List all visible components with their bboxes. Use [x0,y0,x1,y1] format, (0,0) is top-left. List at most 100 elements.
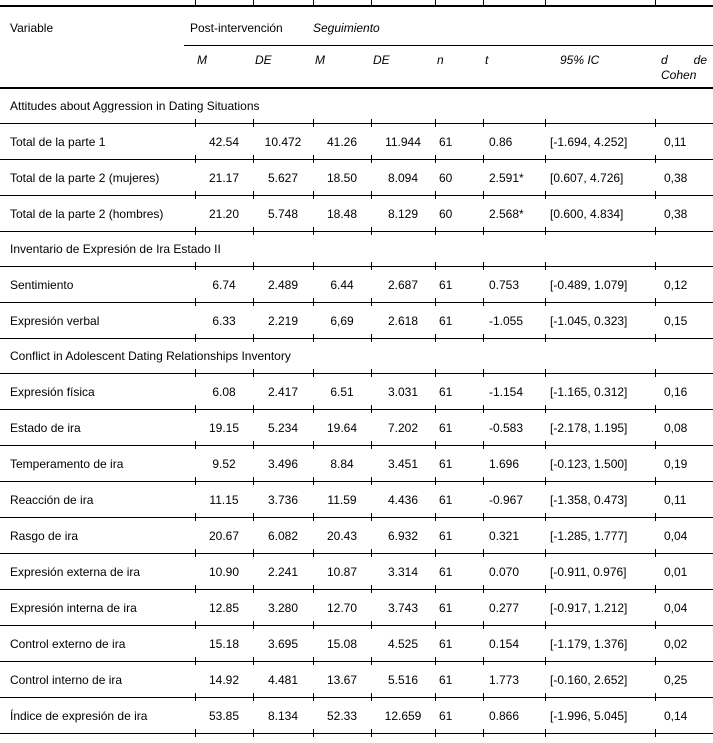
m-seg-cell: 18.50 [326,170,358,185]
column-tick [545,441,546,449]
column-tick [195,334,196,342]
n-cell: 61 [439,134,453,149]
de-seg-cell: 3.031 [387,384,419,399]
column-tick [545,657,546,665]
t-cell: 0.321 [489,528,520,543]
column-tick [195,227,196,235]
variable-cell: Expresión interna de ira [10,600,137,615]
table-row: Temperamento de ira 9.52 3.496 8.84 3.451 61 1… [0,446,713,485]
de-post-cell: 5.234 [267,420,299,435]
column-tick [545,693,546,701]
table-row: Control interno de ira 14.92 4.481 13.67 5.5… [0,662,713,701]
n-cell: 61 [439,456,453,471]
column-tick [371,369,372,377]
column-tick [655,262,656,270]
table-header: Variable Post-intervención Seguimiento M… [0,5,713,89]
column-tick [435,298,436,306]
t-cell: 1.773 [489,672,520,687]
n-cell: 61 [439,313,453,328]
n-cell: 60 [439,206,453,221]
m-seg-cell: 8.84 [330,456,354,471]
table-row: Sentimiento 6.74 2.489 6.44 2.687 61 0.753 [-0.… [0,267,713,306]
m-post-cell: 21.20 [208,206,240,221]
ci-cell: [-0.123, 1.500] [550,456,628,471]
table-body: Attitudes about Aggression in Dating Sit… [0,89,713,737]
column-tick [545,477,546,485]
t-cell: -1.055 [489,313,524,328]
de-post-cell: 6.082 [267,528,299,543]
m-seg-cell: 41.26 [326,134,358,149]
column-tick [253,369,254,377]
column-tick [545,369,546,377]
table-row: Expresión verbal 6.33 2.219 6,69 2.618 61 -1.0… [0,303,713,342]
column-tick [545,405,546,413]
t-header: t [485,53,489,67]
column-tick [545,585,546,593]
column-tick [371,549,372,557]
column-tick [655,477,656,485]
column-tick [545,155,546,163]
column-tick [253,513,254,521]
ci-cell: [0.600, 4.834] [550,206,624,221]
t-cell: 0.86 [489,134,513,149]
n-cell: 61 [439,672,453,687]
variable-cell: Control externo de ira [10,636,126,651]
column-tick [195,441,196,449]
column-tick [195,298,196,306]
column-tick [483,693,484,701]
column-tick [545,262,546,270]
column-tick [371,334,372,342]
ci-header: 95% IC [560,53,600,67]
m-seg-cell: 11.59 [327,492,357,507]
column-tick [435,621,436,629]
column-tick [435,0,436,5]
m-post-cell: 20.67 [208,528,240,543]
t-cell: 0.753 [489,277,520,292]
m-post-cell: 9.52 [212,456,236,471]
column-tick [655,119,656,127]
de-post-cell: 3.695 [267,636,299,651]
de-seg-cell: 8.094 [387,170,419,185]
column-tick [371,298,372,306]
m-post-cell: 6.74 [212,277,236,292]
cohen-d-cell: 0,38 [664,206,688,221]
column-tick [483,334,484,342]
column-tick [195,621,196,629]
column-tick [435,369,436,377]
column-tick [195,0,196,5]
table-row: Expresión externa de ira 10.90 2.241 10.87 3… [0,554,713,593]
column-tick [655,549,656,557]
cohen-d-cell: 0,16 [664,384,688,399]
cohen-d-cell: 0,38 [664,170,688,185]
column-tick [371,191,372,199]
ci-cell: [0.607, 4.726] [550,170,624,185]
column-tick [655,585,656,593]
ci-cell: [-2.178, 1.195] [550,420,628,435]
header-stat-row: M DE M DE n t 95% IC d de Cohen [0,46,713,89]
column-tick [483,513,484,521]
column-tick [483,441,484,449]
column-tick [435,334,436,342]
de-post-cell: 2.219 [267,313,299,328]
column-tick [253,441,254,449]
column-tick [313,477,314,485]
column-tick [313,549,314,557]
column-tick [483,0,484,5]
column-tick [435,441,436,449]
de-post-cell: 2.417 [267,384,299,399]
variable-cell: Sentimiento [10,277,74,292]
variable-cell: Total de la parte 2 (hombres) [10,206,164,221]
column-tick [545,513,546,521]
m-seg-cell: 10.87 [326,564,358,579]
column-tick [313,513,314,521]
t-cell: 0.154 [489,636,520,651]
column-tick [195,155,196,163]
m-seg-cell: 6.44 [330,277,354,292]
table-row: Rasgo de ira 20.67 6.082 20.43 6.932 61 0.321 [… [0,518,713,557]
m-seg-cell: 6,69 [330,313,354,328]
de-post-cell: 3.736 [267,492,299,507]
de-seg-cell: 3.314 [387,564,419,579]
section-label: Attitudes about Aggression in Dating Sit… [10,99,260,113]
variable-cell: Índice de expresión de ira [10,708,148,723]
